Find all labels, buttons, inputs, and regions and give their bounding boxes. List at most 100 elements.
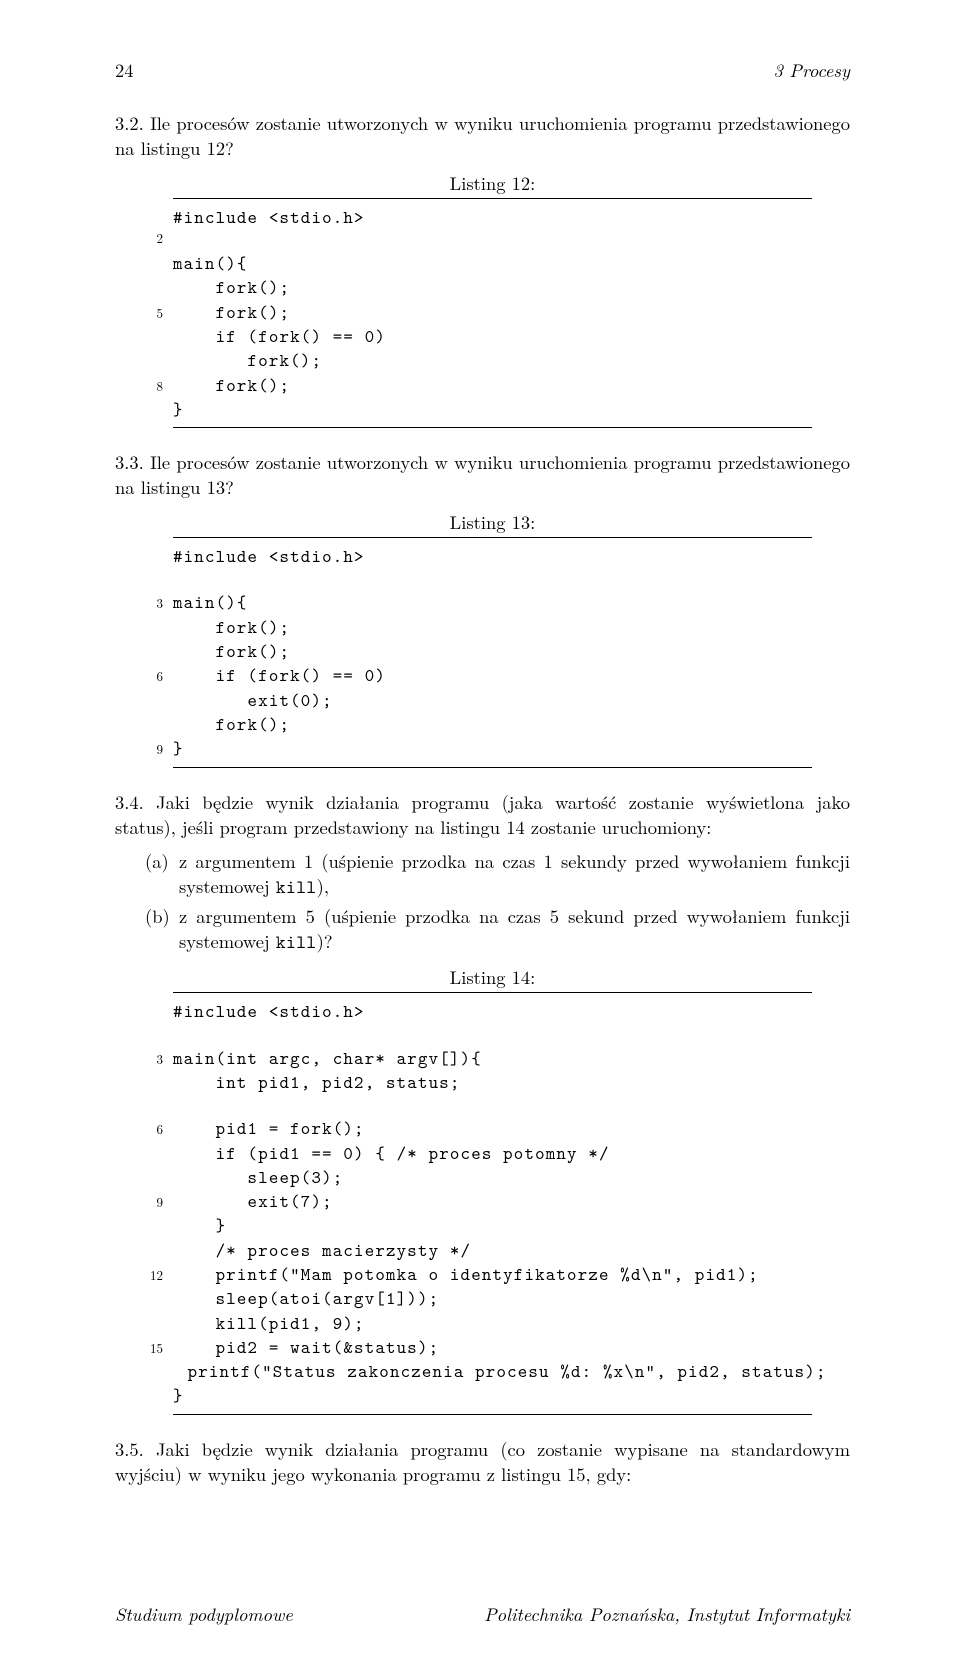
code-text: main(int argc, char* argv[]){ [173,1046,482,1070]
subitem-text: z argumentem 1 (uśpienie przodka na czas… [179,849,850,900]
question-3-5: 3.5. Jaki będzie wynik działania program… [115,1437,850,1487]
question-label: 3.3. [115,449,144,475]
code-line: printf("Status zakonczenia procesu %d: %… [173,1359,812,1383]
code-text: exit(0); [173,688,333,712]
question-3-2: 3.2. Ile procesów zostanie utworzonych w… [115,111,850,161]
code-line: exit(0); [173,688,812,712]
question-text: Ile procesów zostanie utworzonych w wyni… [115,110,850,161]
code-line: fork(); [173,275,812,299]
listing-caption: Listing 14: [173,965,812,990]
code-line: #include <stdio.h> [173,544,812,568]
code-line: 5 fork(); [173,300,812,324]
code-line: 3main(int argc, char* argv[]){ [173,1046,812,1070]
code-text: } [173,397,184,421]
line-number: 12 [135,1266,173,1284]
subitem-text: z argumentem 5 (uśpienie przodka na czas… [179,904,850,955]
rule-top [173,992,812,993]
question-text: Jaki będzie wynik działania programu (ja… [115,789,850,840]
code-text: pid2 = wait(&status); [173,1335,439,1359]
rule-bottom [173,767,812,768]
code-line: } [173,397,812,421]
code-text: } [173,1383,184,1407]
code-line: 3main(){ [173,590,812,614]
code-line: if (pid1 == 0) { /* proces potomny */ [173,1141,812,1165]
line-number: 6 [135,667,173,685]
code-line: main(){ [173,251,812,275]
page-footer: Studium podyplomowe Politechnika Poznańs… [115,1602,850,1627]
code-text: kill(pid1, 9); [173,1311,365,1335]
code-text: fork(); [173,300,290,324]
rule-top [173,537,812,538]
code-text: fork(); [173,712,290,736]
listing-caption: Listing 13: [173,510,812,535]
code-area: #include <stdio.h>2main(){ fork();5 fork… [173,201,812,425]
code-text: fork(); [173,639,290,663]
code-line [173,1024,812,1046]
code-text: fork(); [173,615,290,639]
text-post: ), [317,873,329,899]
code-line: 2 [173,229,812,251]
code-line: #include <stdio.h> [173,999,812,1023]
chapter-title: 3 Procesy [773,58,850,83]
code-line: kill(pid1, 9); [173,1311,812,1335]
code-line: 6 if (fork() == 0) [173,663,812,687]
footer-right: Politechnika Poznańska, Instytut Informa… [484,1602,850,1627]
rule-bottom [173,1414,812,1415]
question-label: 3.5. [115,1436,144,1462]
text-tt: kill [276,929,317,954]
subitem-b: (b) z argumentem 5 (uśpienie przodka na … [145,904,850,955]
code-text: exit(7); [173,1189,333,1213]
question-label: 3.4. [115,789,144,815]
code-line [173,568,812,590]
question-text: Ile procesów zostanie utworzonych w wyni… [115,449,850,500]
code-line: sleep(atoi(argv[1])); [173,1286,812,1310]
code-line: 15 pid2 = wait(&status); [173,1335,812,1359]
line-number: 15 [135,1339,173,1357]
code-text: fork(); [173,275,290,299]
text-tt: kill [276,874,317,899]
code-text: if (fork() == 0) [173,663,386,687]
code-line: fork(); [173,712,812,736]
subitem-label: (b) [145,904,179,955]
code-text: int pid1, pid2, status; [173,1070,461,1094]
code-text: sleep(atoi(argv[1])); [173,1286,439,1310]
code-line: fork(); [173,615,812,639]
code-text: #include <stdio.h> [173,205,365,229]
subitem-a: (a) z argumentem 1 (uśpienie przodka na … [145,849,850,900]
code-text: printf("Mam potomka o identyfikatorze %d… [173,1262,759,1286]
code-line [173,1094,812,1116]
listing-13: Listing 13: #include <stdio.h> 3main(){ f… [173,510,812,767]
page: 24 3 Procesy 3.2. Ile procesów zostanie … [0,0,960,1673]
code-text: fork(); [173,348,322,372]
code-text: /* proces macierzysty */ [173,1238,471,1262]
page-header: 24 3 Procesy [115,58,850,83]
code-line: } [173,1383,812,1407]
line-number: 3 [135,1050,173,1068]
listing-caption: Listing 12: [173,171,812,196]
code-line: int pid1, pid2, status; [173,1070,812,1094]
code-line: fork(); [173,639,812,663]
question-label: 3.2. [115,110,144,136]
code-text: main(){ [173,590,248,614]
line-number: 2 [135,229,173,247]
question-3-3: 3.3. Ile procesów zostanie utworzonych w… [115,450,850,500]
listing-12: Listing 12: #include <stdio.h>2main(){ f… [173,171,812,428]
code-text: } [173,1213,226,1237]
line-number: 9 [135,1193,173,1211]
footer-left: Studium podyplomowe [115,1602,293,1627]
code-line: 6 pid1 = fork(); [173,1116,812,1140]
code-text: #include <stdio.h> [173,999,365,1023]
code-text: printf("Status zakonczenia procesu %d: %… [145,1359,827,1383]
code-line: sleep(3); [173,1165,812,1189]
line-number: 5 [135,304,173,322]
code-area: #include <stdio.h> 3main(int argc, char* … [173,995,812,1411]
listing-14: Listing 14: #include <stdio.h> 3main(int … [173,965,812,1414]
rule-bottom [173,427,812,428]
code-text: #include <stdio.h> [173,544,365,568]
code-text: if (pid1 == 0) { /* proces potomny */ [173,1141,610,1165]
code-text: fork(); [173,373,290,397]
page-number: 24 [115,58,134,83]
code-line: fork(); [173,348,812,372]
line-number: 6 [135,1120,173,1138]
code-text: sleep(3); [173,1165,343,1189]
